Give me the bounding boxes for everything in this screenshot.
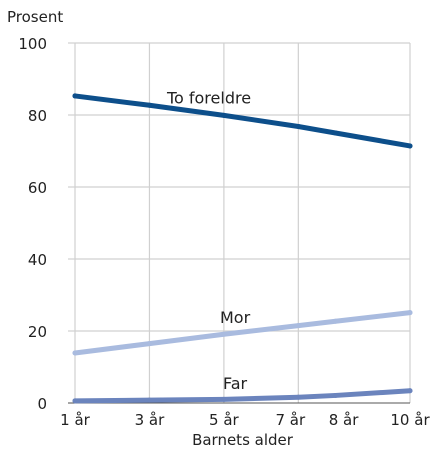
series-line-0 <box>72 93 413 149</box>
x-tick-label-7: 7 år <box>275 411 306 429</box>
data-point-2-3 <box>295 394 301 400</box>
data-point-1-0 <box>72 350 78 356</box>
data-point-0-5 <box>407 143 413 149</box>
x-axis-title: Barnets alder <box>192 431 294 449</box>
series-label-1: Mor <box>220 308 251 327</box>
y-tick-label-20: 20 <box>28 323 47 341</box>
y-tick-label-60: 60 <box>28 179 47 197</box>
x-tick-label-8: 8 år <box>329 411 360 429</box>
data-point-0-3 <box>295 124 301 130</box>
data-point-0-4 <box>333 130 339 136</box>
label-layer: Prosent Barnets alder 0 20 40 60 80 100 1 år 3 … <box>7 8 430 449</box>
data-point-2-1 <box>146 397 152 403</box>
y-axis-title: Prosent <box>7 8 63 26</box>
data-point-0-1 <box>146 102 152 108</box>
x-tick-label-10: 10 år <box>390 411 430 429</box>
series-line-2 <box>72 388 413 404</box>
y-tick-label-100: 100 <box>18 35 47 53</box>
y-tick-label-40: 40 <box>28 251 47 269</box>
data-point-2-4 <box>333 392 339 398</box>
y-tick-label-80: 80 <box>28 107 47 125</box>
data-point-0-2 <box>221 112 227 118</box>
y-tick-label-0: 0 <box>37 395 47 413</box>
data-point-1-4 <box>333 318 339 324</box>
data-point-1-2 <box>221 331 227 337</box>
data-point-2-2 <box>221 396 227 402</box>
series-line-1 <box>72 310 413 356</box>
data-point-2-5 <box>407 388 413 394</box>
data-point-1-5 <box>407 310 413 316</box>
x-tick-label-5: 5 år <box>209 411 240 429</box>
series-layer <box>72 93 413 404</box>
data-point-1-1 <box>146 341 152 347</box>
data-point-0-0 <box>72 93 78 99</box>
data-point-1-3 <box>295 323 301 329</box>
data-point-2-0 <box>72 398 78 404</box>
series-label-0: To foreldre <box>166 88 251 107</box>
series-label-2: Far <box>223 374 248 393</box>
x-tick-label-1: 1 år <box>60 411 91 429</box>
x-tick-label-3: 3 år <box>135 411 166 429</box>
